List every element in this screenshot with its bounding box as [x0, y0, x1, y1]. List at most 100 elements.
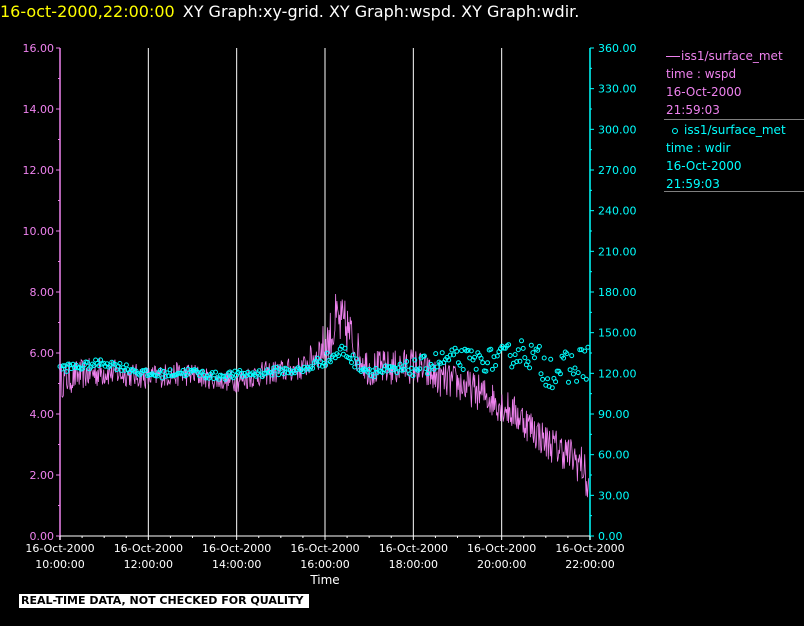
series-wspd-line — [59, 293, 590, 498]
right-axis-tick-label: 150.00 — [598, 327, 637, 340]
series-wdir-point — [412, 357, 418, 363]
header-timestamp: 16-oct-2000,22:00:00 — [0, 2, 175, 21]
x-axis-tick-label-time: 20:00:00 — [477, 558, 526, 571]
series-wdir-point — [583, 376, 589, 382]
series-wdir-point — [300, 369, 306, 375]
series-wdir-point — [216, 376, 222, 382]
right-axis-tick-label: 330.00 — [598, 83, 637, 96]
series-wdir-point — [553, 379, 559, 385]
x-axis-tick-label-date: 16-Oct-2000 — [290, 542, 359, 555]
series-wdir-point — [421, 353, 427, 359]
left-axis-tick-label: 0.00 — [30, 530, 55, 543]
left-axis-tick-label: 12.00 — [23, 164, 55, 177]
series-wdir-point — [400, 367, 406, 373]
series-wdir-point — [454, 348, 460, 354]
chart-header: 16-oct-2000,22:00:00 XY Graph:xy-grid. XY… — [0, 2, 579, 24]
series-wdir-point — [522, 355, 528, 361]
series-wdir-point — [143, 367, 149, 373]
series-wdir-point — [60, 363, 66, 369]
x-axis-tick-label-date: 16-Oct-2000 — [467, 542, 536, 555]
series-wdir-point — [183, 372, 189, 378]
series-wdir-point — [310, 365, 316, 371]
series-wdir-point — [227, 369, 233, 375]
legend-wdir-variable: time : wdir — [666, 141, 731, 155]
series-wdir-point — [582, 348, 588, 354]
series-wdir-point — [491, 354, 497, 360]
x-axis-tick-label-date: 16-Oct-2000 — [114, 542, 183, 555]
series-wdir-point — [575, 370, 581, 376]
series-wdir-point — [123, 362, 129, 368]
series-wdir-point — [557, 371, 563, 377]
right-axis-tick-label: 360.00 — [598, 42, 637, 55]
legend-wspd: iss1/surface_met time : wspd 16-Oct-2000… — [666, 47, 783, 119]
x-axis-tick-label-date: 16-Oct-2000 — [202, 542, 271, 555]
legend-separator — [664, 119, 804, 120]
series-wdir-point — [457, 362, 463, 368]
series-wdir-point — [167, 367, 173, 373]
legend-wdir: iss1/surface_met time : wdir 16-Oct-2000… — [666, 121, 786, 193]
x-axis-tick-label-date: 16-Oct-2000 — [25, 542, 94, 555]
series-wdir-point — [515, 347, 521, 353]
legend-wspd-source: iss1/surface_met — [681, 49, 783, 63]
series-wdir-point — [408, 365, 414, 371]
x-axis-tick-label-time: 22:00:00 — [565, 558, 614, 571]
right-axis-tick-label: 60.00 — [598, 449, 630, 462]
x-axis-tick-label-time: 10:00:00 — [35, 558, 84, 571]
legend-wdir-source: iss1/surface_met — [684, 123, 786, 137]
series-wdir-point — [572, 365, 578, 371]
series-wdir-point — [494, 353, 500, 359]
series-wdir-point — [549, 385, 555, 391]
right-axis-tick-label: 240.00 — [598, 205, 637, 218]
series-wdir-point — [566, 379, 571, 385]
series-wdir-point — [536, 343, 542, 349]
x-axis-label: Time — [309, 573, 339, 587]
series-wdir-point — [528, 342, 534, 348]
series-wdir-point — [347, 355, 353, 361]
x-axis-tick-label-time: 14:00:00 — [212, 558, 261, 571]
series-wdir-point — [520, 345, 526, 351]
series-wdir-point — [256, 368, 262, 374]
right-axis-tick-label: 180.00 — [598, 286, 637, 299]
quality-disclaimer: REAL-TIME DATA, NOT CHECKED FOR QUALITY — [19, 594, 310, 608]
series-wdir-point — [269, 372, 275, 378]
series-wdir-point — [569, 353, 575, 359]
series-wdir-point — [336, 353, 341, 359]
series-wdir-point — [580, 374, 586, 380]
series-wdir-point — [426, 367, 432, 373]
series-wdir-point — [493, 363, 499, 368]
series-wdir-point — [213, 369, 218, 375]
series-wdir-point — [371, 374, 377, 380]
series-wdir-point — [332, 355, 338, 361]
series-wdir-point — [64, 369, 69, 374]
series-wdir-point — [117, 361, 123, 366]
series-wdir-point — [431, 366, 437, 372]
series-wdir-point — [200, 368, 205, 374]
series-wdir-point — [386, 364, 392, 370]
series-wdir-point — [350, 352, 356, 358]
series-wdir-point — [548, 356, 554, 362]
series-wdir-point — [488, 346, 494, 352]
x-axis-tick-label-date: 16-Oct-2000 — [555, 542, 624, 555]
series-wdir-point — [519, 338, 524, 344]
x-axis-tick-label-time: 12:00:00 — [124, 558, 173, 571]
series-wdir-point — [211, 376, 217, 382]
series-wdir-point — [410, 373, 416, 379]
series-wdir-point — [567, 367, 573, 373]
right-axis-tick-label: 210.00 — [598, 245, 637, 258]
series-wdir-point — [68, 366, 74, 372]
right-axis-tick-label: 0.00 — [598, 530, 623, 543]
series-wdir-point — [384, 368, 390, 374]
series-wdir-point — [468, 348, 474, 354]
series-wdir-point — [323, 362, 329, 368]
series-wdir-point — [438, 360, 444, 366]
series-wdir-point — [433, 351, 439, 357]
legend-wspd-source-row: iss1/surface_met — [666, 47, 783, 65]
series-wdir-point — [85, 359, 90, 365]
series-wdir-point — [540, 376, 546, 382]
series-wdir-point — [561, 355, 567, 361]
series-wdir-point — [327, 359, 333, 365]
series-wdir-point — [166, 373, 171, 379]
series-wdir-point — [535, 347, 541, 353]
legend-wspd-variable: time : wspd — [666, 67, 737, 81]
